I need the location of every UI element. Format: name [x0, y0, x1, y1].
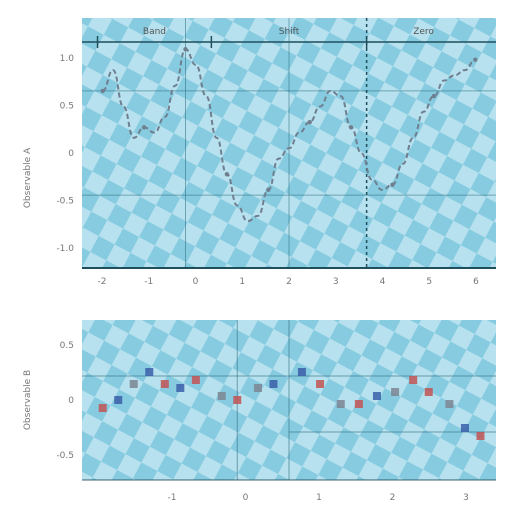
top-band-label: Band — [143, 27, 166, 37]
bottom-x-tick-label: 2 — [390, 493, 396, 503]
bottom-y-tick-label: -0.5 — [56, 451, 74, 461]
bottom-x-tick-label: 1 — [316, 493, 322, 503]
bottom-y-tick-label: 0 — [68, 396, 74, 406]
top-y-tick-label: 0.5 — [60, 102, 74, 112]
top-y-tick-label: -1.0 — [56, 244, 74, 254]
top-y-tick-label: 0 — [68, 149, 74, 159]
bottom-series-point — [114, 396, 123, 404]
bottom-series-point — [391, 388, 400, 396]
bottom-series-point — [372, 392, 381, 400]
top-y-tick-label: 1.0 — [60, 54, 75, 64]
top-y-axis-label: Observable A — [23, 147, 33, 208]
bottom-series-point — [160, 380, 169, 388]
bottom-series-point — [191, 376, 200, 384]
top-x-tick-label: -2 — [98, 277, 107, 287]
top-y-tick-labels: 1.0 0.5 0 -0.5 -1.0 — [56, 54, 74, 254]
bottom-series-point — [176, 384, 185, 392]
top-x-tick-label: 4 — [380, 277, 386, 287]
top-series-point — [390, 182, 395, 187]
top-y-tick-label: -0.5 — [56, 197, 74, 207]
top-x-tick-label: 5 — [426, 277, 432, 287]
bottom-series-point — [253, 384, 262, 392]
bottom-points — [98, 368, 485, 440]
top-curve — [100, 47, 478, 223]
bottom-series-point — [336, 400, 345, 408]
top-x-tick-label: 3 — [333, 277, 339, 287]
bottom-series-point — [145, 368, 154, 376]
top-series-point — [473, 57, 478, 62]
top-series-point — [224, 172, 230, 177]
top-series-point — [348, 125, 354, 130]
top-chart: -2 -1 0 1 2 3 4 5 6 1.0 0.5 0 -0.5 -1.0 Band Shift Zer… — [23, 18, 496, 287]
bottom-series-point — [424, 388, 433, 396]
top-series-point — [100, 88, 105, 94]
top-grid — [82, 18, 496, 268]
bottom-series-point — [409, 376, 418, 384]
top-x-tick-label: 2 — [286, 277, 292, 287]
top-x-tick-label: 6 — [473, 277, 479, 287]
top-series-point — [183, 47, 188, 52]
bottom-x-tick-label: -1 — [168, 493, 177, 503]
bottom-series-point — [297, 368, 306, 376]
top-axes — [82, 36, 496, 269]
bottom-chart: -1 0 1 2 3 0.5 0 -0.5 Observable B — [23, 320, 496, 503]
bottom-y-axis-label: Observable B — [23, 370, 33, 430]
top-series-point — [431, 93, 437, 99]
top-series-point — [266, 187, 271, 193]
bottom-series-point — [354, 400, 363, 408]
top-x-tick-label: -1 — [144, 277, 153, 287]
top-band-label: Shift — [279, 27, 300, 37]
bottom-series-point — [217, 392, 226, 400]
top-band-label: Zero — [413, 27, 434, 37]
bottom-series-point — [269, 380, 278, 388]
bottom-series-point — [316, 380, 325, 388]
bottom-x-tick-label: 3 — [463, 493, 469, 503]
top-x-tick-label: 0 — [193, 277, 199, 287]
bottom-series-point — [233, 396, 242, 404]
bottom-series-point — [460, 424, 469, 432]
bottom-series-point — [445, 400, 454, 408]
bottom-x-tick-label: 0 — [243, 493, 249, 503]
top-series-line — [102, 48, 476, 223]
bottom-series-point — [98, 404, 107, 412]
top-x-tick-labels: -2 -1 0 1 2 3 4 5 6 — [98, 277, 480, 287]
bottom-y-tick-labels: 0.5 0 -0.5 — [56, 341, 74, 461]
top-band-labels: Band Shift Zero — [143, 27, 435, 37]
bottom-y-tick-label: 0.5 — [60, 341, 74, 351]
top-series-point — [307, 119, 312, 125]
bottom-series-point — [129, 380, 138, 388]
bottom-series-point — [476, 432, 485, 440]
bottom-x-tick-labels: -1 0 1 2 3 — [168, 493, 469, 503]
top-series-point — [141, 125, 147, 130]
top-x-tick-label: 1 — [239, 277, 245, 287]
